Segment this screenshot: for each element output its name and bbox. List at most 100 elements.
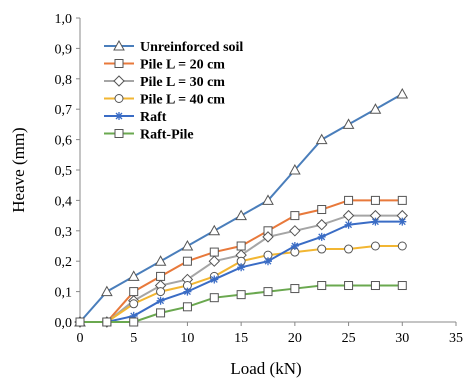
data-point (290, 242, 299, 250)
data-point (209, 293, 219, 303)
data-series (74, 87, 409, 328)
y-tick-label: 0,0 (55, 316, 73, 331)
data-point (370, 241, 380, 251)
x-tick-label: 25 (342, 331, 356, 346)
legend-item: Unreinforced soil (104, 39, 243, 55)
data-point (208, 224, 221, 236)
x-tick-label: 35 (449, 331, 463, 346)
data-point (183, 287, 192, 296)
x-tick-label: 0 (77, 331, 84, 346)
data-point (156, 308, 166, 318)
data-point (75, 317, 85, 327)
series-6 (75, 281, 407, 327)
data-point (210, 275, 219, 284)
y-axis-ticks: 0,0 0,1 0,2 0,3 0,4 0,5 0,6 0,7 0,8 0,9 1,0 (55, 12, 80, 331)
data-point (235, 209, 247, 221)
data-point (101, 285, 113, 297)
data-point (316, 219, 328, 231)
y-tick-label: 0,6 (55, 134, 73, 149)
y-tick-label: 0,1 (55, 286, 73, 301)
data-point (396, 87, 409, 99)
data-point (236, 241, 246, 251)
data-point (289, 225, 301, 237)
data-point (127, 270, 140, 281)
y-tick-label: 0,5 (55, 164, 73, 179)
data-point (129, 311, 138, 320)
data-point (344, 220, 353, 229)
data-point (342, 118, 355, 129)
data-point (290, 211, 300, 221)
data-point (370, 281, 380, 291)
x-tick-label: 15 (234, 331, 248, 346)
data-point (369, 103, 382, 114)
y-tick-label: 0,3 (55, 225, 73, 240)
data-point (397, 241, 407, 251)
legend-item: Raft-Pile (104, 128, 194, 143)
series-5 (76, 217, 407, 326)
legend-marker (115, 112, 123, 120)
data-point (129, 299, 139, 309)
legend-item: Pile L = 40 cm (104, 93, 225, 108)
data-point (154, 255, 167, 266)
legend-label: Unreinforced soil (140, 40, 243, 55)
legend-marker (113, 39, 125, 51)
y-tick-label: 0,4 (55, 194, 73, 209)
x-axis-title: Load (kN) (230, 359, 301, 378)
x-tick-label: 5 (130, 331, 137, 346)
x-tick-label: 10 (180, 331, 194, 346)
legend-item: Pile L = 30 cm (104, 75, 225, 90)
legend-item: Raft (104, 110, 167, 125)
legend: Unreinforced soil Pile L = 20 cm Pile L = … (104, 39, 243, 143)
data-point (398, 217, 407, 226)
data-point (181, 239, 194, 251)
data-point (156, 296, 165, 305)
data-point (156, 271, 166, 281)
data-point (156, 287, 166, 297)
data-point (397, 195, 407, 205)
data-point (237, 263, 246, 272)
data-point (370, 195, 380, 205)
x-tick-label: 30 (395, 331, 409, 346)
legend-label: Pile L = 30 cm (140, 75, 225, 90)
data-point (262, 194, 274, 205)
legend-item: Pile L = 20 cm (104, 58, 225, 73)
data-point (344, 281, 354, 291)
legend-marker (113, 75, 125, 87)
data-point (397, 281, 407, 291)
data-point (289, 163, 301, 175)
data-point (317, 205, 327, 215)
data-point (182, 256, 192, 266)
legend-marker (114, 94, 124, 103)
x-tick-label: 20 (288, 331, 302, 346)
legend-marker (114, 129, 124, 138)
data-point (342, 209, 355, 222)
data-point (264, 257, 272, 266)
legend-label: Pile L = 20 cm (140, 58, 225, 73)
legend-marker (114, 59, 124, 68)
data-point (317, 232, 326, 241)
y-tick-label: 0,7 (55, 103, 73, 118)
data-point (344, 244, 354, 254)
data-point (102, 317, 112, 327)
y-tick-label: 1,0 (55, 12, 73, 27)
x-axis-ticks: 0 5 10 15 20 25 30 35 (77, 322, 463, 346)
data-point (182, 302, 192, 312)
data-point (290, 284, 300, 294)
legend-label: Pile L = 40 cm (140, 93, 225, 108)
data-point (315, 133, 328, 145)
data-point (208, 255, 220, 267)
data-point (236, 290, 246, 300)
y-axis-title: Heave (mm) (9, 127, 28, 212)
y-tick-label: 0,9 (55, 42, 73, 57)
data-point (262, 231, 274, 243)
data-point (317, 244, 327, 254)
data-point (263, 287, 273, 297)
legend-label: Raft (140, 110, 167, 125)
data-point (129, 287, 139, 297)
data-point (344, 195, 354, 205)
data-point (209, 247, 219, 257)
legend-label: Raft-Pile (140, 128, 194, 143)
y-tick-label: 0,2 (55, 255, 73, 270)
